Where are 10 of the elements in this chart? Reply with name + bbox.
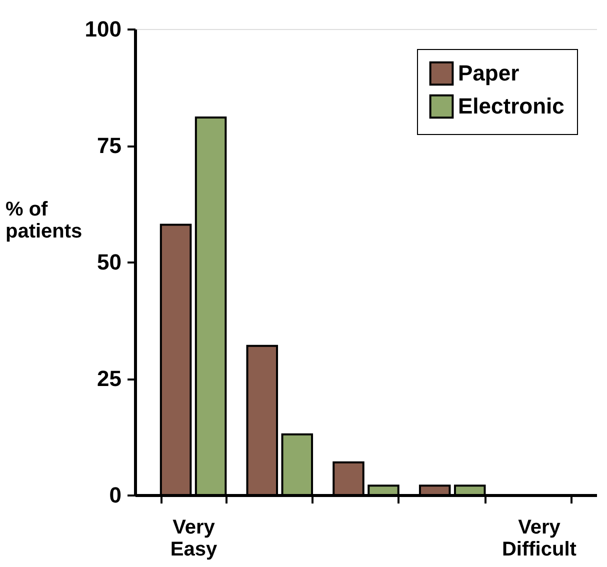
y-tick-label: 75 [97, 133, 122, 158]
y-tick-label: 100 [84, 16, 122, 42]
legend-label: Electronic [458, 94, 564, 118]
y-axis-title: % of patients [6, 198, 82, 242]
y-tick-label: 25 [97, 366, 122, 391]
x-tick-label: Very Difficult [502, 516, 577, 560]
y-tick-label: 50 [97, 250, 122, 274]
y-tick-label: 0 [109, 482, 122, 508]
legend-label: Paper [458, 60, 520, 86]
x-tick-label: Very Easy [170, 516, 218, 560]
